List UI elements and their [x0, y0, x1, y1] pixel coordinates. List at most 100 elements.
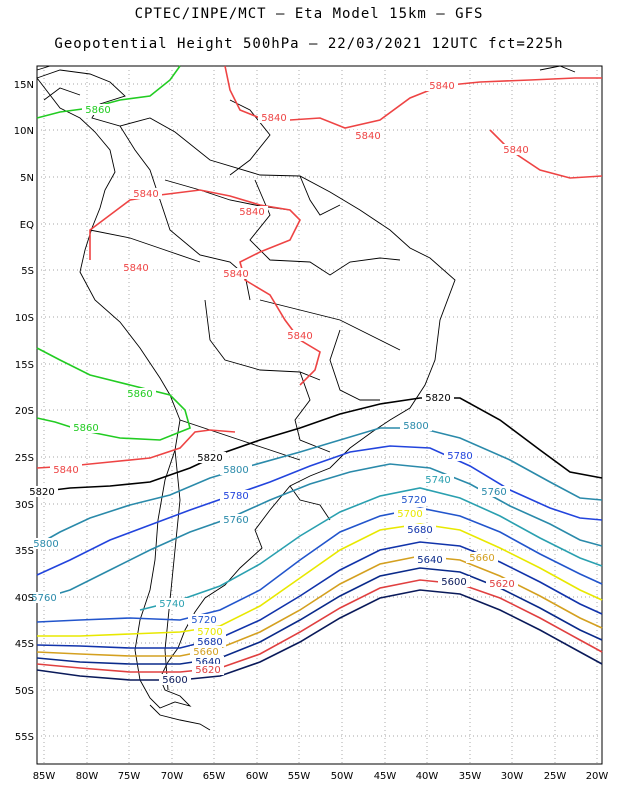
contour-label-5740: 5740	[425, 475, 450, 486]
contour-label-5800: 5800	[223, 465, 248, 476]
contour-label-bg	[400, 420, 432, 431]
contour-5700	[37, 523, 603, 637]
contour-label-bg	[466, 552, 498, 563]
lon-label: 80W	[76, 771, 99, 782]
contour-label-bg	[352, 130, 384, 141]
contour-label-bg	[194, 452, 226, 463]
lon-label: 45W	[374, 771, 397, 782]
contour-5840-north	[224, 65, 602, 129]
contour-5660	[36, 555, 603, 657]
contour-label-bg	[50, 464, 82, 475]
contour-5680	[36, 541, 603, 649]
contour-label-5760: 5760	[481, 487, 506, 498]
contour-label-5860: 5860	[73, 423, 98, 434]
contour-label-5740: 5740	[159, 599, 184, 610]
contour-label-5860: 5860	[85, 105, 110, 116]
contour-label-bg	[236, 206, 268, 217]
contour-label-bg	[404, 524, 436, 535]
contour-label-bg	[194, 636, 226, 647]
lat-label: EQ	[20, 220, 34, 231]
contour-label-5600: 5600	[441, 577, 466, 588]
contour-label-bg	[26, 486, 58, 497]
latitude-labels: 15N 10N 5N EQ 5S 10S 15S 20S 25S 30S 35S 40S 45S 50S 5…	[14, 80, 34, 743]
contour-label-5840: 5840	[223, 269, 248, 280]
lon-label: 55W	[288, 771, 311, 782]
lat-label: 25S	[15, 453, 34, 464]
lat-label: 20S	[15, 406, 34, 417]
contour-label-bg	[258, 112, 290, 123]
lat-label: 15S	[15, 360, 34, 371]
contour-5760	[36, 463, 603, 601]
contour-label-bg	[486, 578, 518, 589]
contour-label-bg	[220, 490, 252, 501]
contour-label-bg	[438, 576, 470, 587]
lon-label: 20W	[586, 771, 609, 782]
contour-label-bg	[28, 592, 60, 603]
border-venezuela	[229, 99, 271, 176]
contour-label-bg	[414, 554, 446, 565]
lat-label: 40S	[15, 593, 34, 604]
contour-label-5640: 5640	[417, 555, 442, 566]
contour-label-5620: 5620	[195, 665, 220, 676]
contour-labels: 5860 5860 5860 5840 5840 5840 5840 5840 5840 5840…	[26, 80, 532, 686]
contour-5640	[36, 567, 603, 665]
contour-label-bg	[130, 188, 162, 199]
contour-label-bg	[478, 486, 510, 497]
contour-label-bg	[190, 646, 222, 657]
border-uruguay	[289, 485, 331, 521]
border-argentina-north	[179, 419, 301, 461]
contour-label-bg	[192, 664, 224, 675]
contour-5720	[36, 507, 603, 623]
contour-label-5820: 5820	[29, 487, 54, 498]
contour-label-5840: 5840	[261, 113, 286, 124]
contour-label-5820: 5820	[197, 453, 222, 464]
border-ecuador-peru	[89, 229, 201, 263]
contour-label-5840: 5840	[53, 465, 78, 476]
contour-label-5720: 5720	[191, 615, 216, 626]
contour-label-bg	[398, 494, 430, 505]
lon-label: 65W	[203, 771, 226, 782]
contour-label-bg	[82, 104, 114, 115]
chart-title-line2: Geopotential Height 500hPa – 22/03/2021 …	[54, 36, 564, 52]
contour-label-5700: 5700	[397, 509, 422, 520]
contour-label-5840: 5840	[123, 263, 148, 274]
contour-label-bg	[422, 474, 454, 485]
contour-5620	[36, 579, 603, 673]
contour-label-5780: 5780	[447, 451, 472, 462]
contour-label-bg	[124, 388, 156, 399]
lat-label: 45S	[15, 639, 34, 650]
border-guianas	[299, 175, 341, 216]
central-america	[36, 65, 81, 101]
lat-label: 55S	[15, 732, 34, 743]
contour-5780	[36, 445, 603, 576]
contour-label-5720: 5720	[401, 495, 426, 506]
lat-label: 5S	[21, 266, 34, 277]
contour-label-5860: 5860	[127, 389, 152, 400]
contour-label-bg	[30, 538, 62, 549]
contour-label-5840: 5840	[133, 189, 158, 200]
lat-label: 5N	[20, 173, 34, 184]
lon-label: 30W	[501, 771, 524, 782]
contour-5820	[36, 397, 603, 493]
contour-label-5760: 5760	[223, 515, 248, 526]
contour-label-5820: 5820	[425, 393, 450, 404]
border-brazil-states-north	[249, 179, 401, 276]
contour-label-5840: 5840	[503, 145, 528, 156]
contour-label-5660: 5660	[469, 553, 494, 564]
lon-label: 70W	[161, 771, 184, 782]
contour-5840-east	[489, 129, 603, 179]
contour-label-bg	[156, 598, 188, 609]
contour-label-bg	[220, 514, 252, 525]
contour-label-5840: 5840	[287, 331, 312, 342]
contour-label-5680: 5680	[407, 525, 432, 536]
border-bolivia	[204, 299, 321, 381]
south-america-outline	[36, 69, 456, 709]
contour-5860-north	[36, 65, 181, 119]
lon-label: 40W	[416, 771, 439, 782]
contour-label-5700: 5700	[197, 627, 222, 638]
lat-label: 15N	[14, 80, 34, 91]
contour-5800	[36, 427, 603, 546]
lon-label: 35W	[459, 771, 482, 782]
contour-label-bg	[194, 626, 226, 637]
